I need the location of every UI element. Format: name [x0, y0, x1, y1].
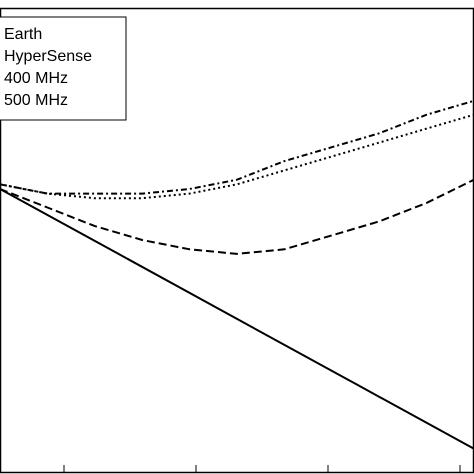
- legend: Earth HyperSense 400 MHz 500 MHz: [0, 16, 127, 121]
- series-layer: [0, 99, 474, 450]
- legend-label-earth: Earth: [4, 26, 42, 43]
- series-line-500-mhz: [0, 99, 474, 195]
- legend-box: [0, 16, 127, 121]
- legend-label-400mhz: 400 MHz: [4, 70, 68, 87]
- legend-label-hypersense: HyperSense: [4, 48, 92, 65]
- legend-label-500mhz: 500 MHz: [4, 92, 68, 109]
- x-axis-ticks: [63, 465, 461, 472]
- series-line-hypersense: [0, 178, 474, 255]
- series-line-400-mhz: [0, 113, 474, 200]
- series-line-earth: [0, 188, 474, 450]
